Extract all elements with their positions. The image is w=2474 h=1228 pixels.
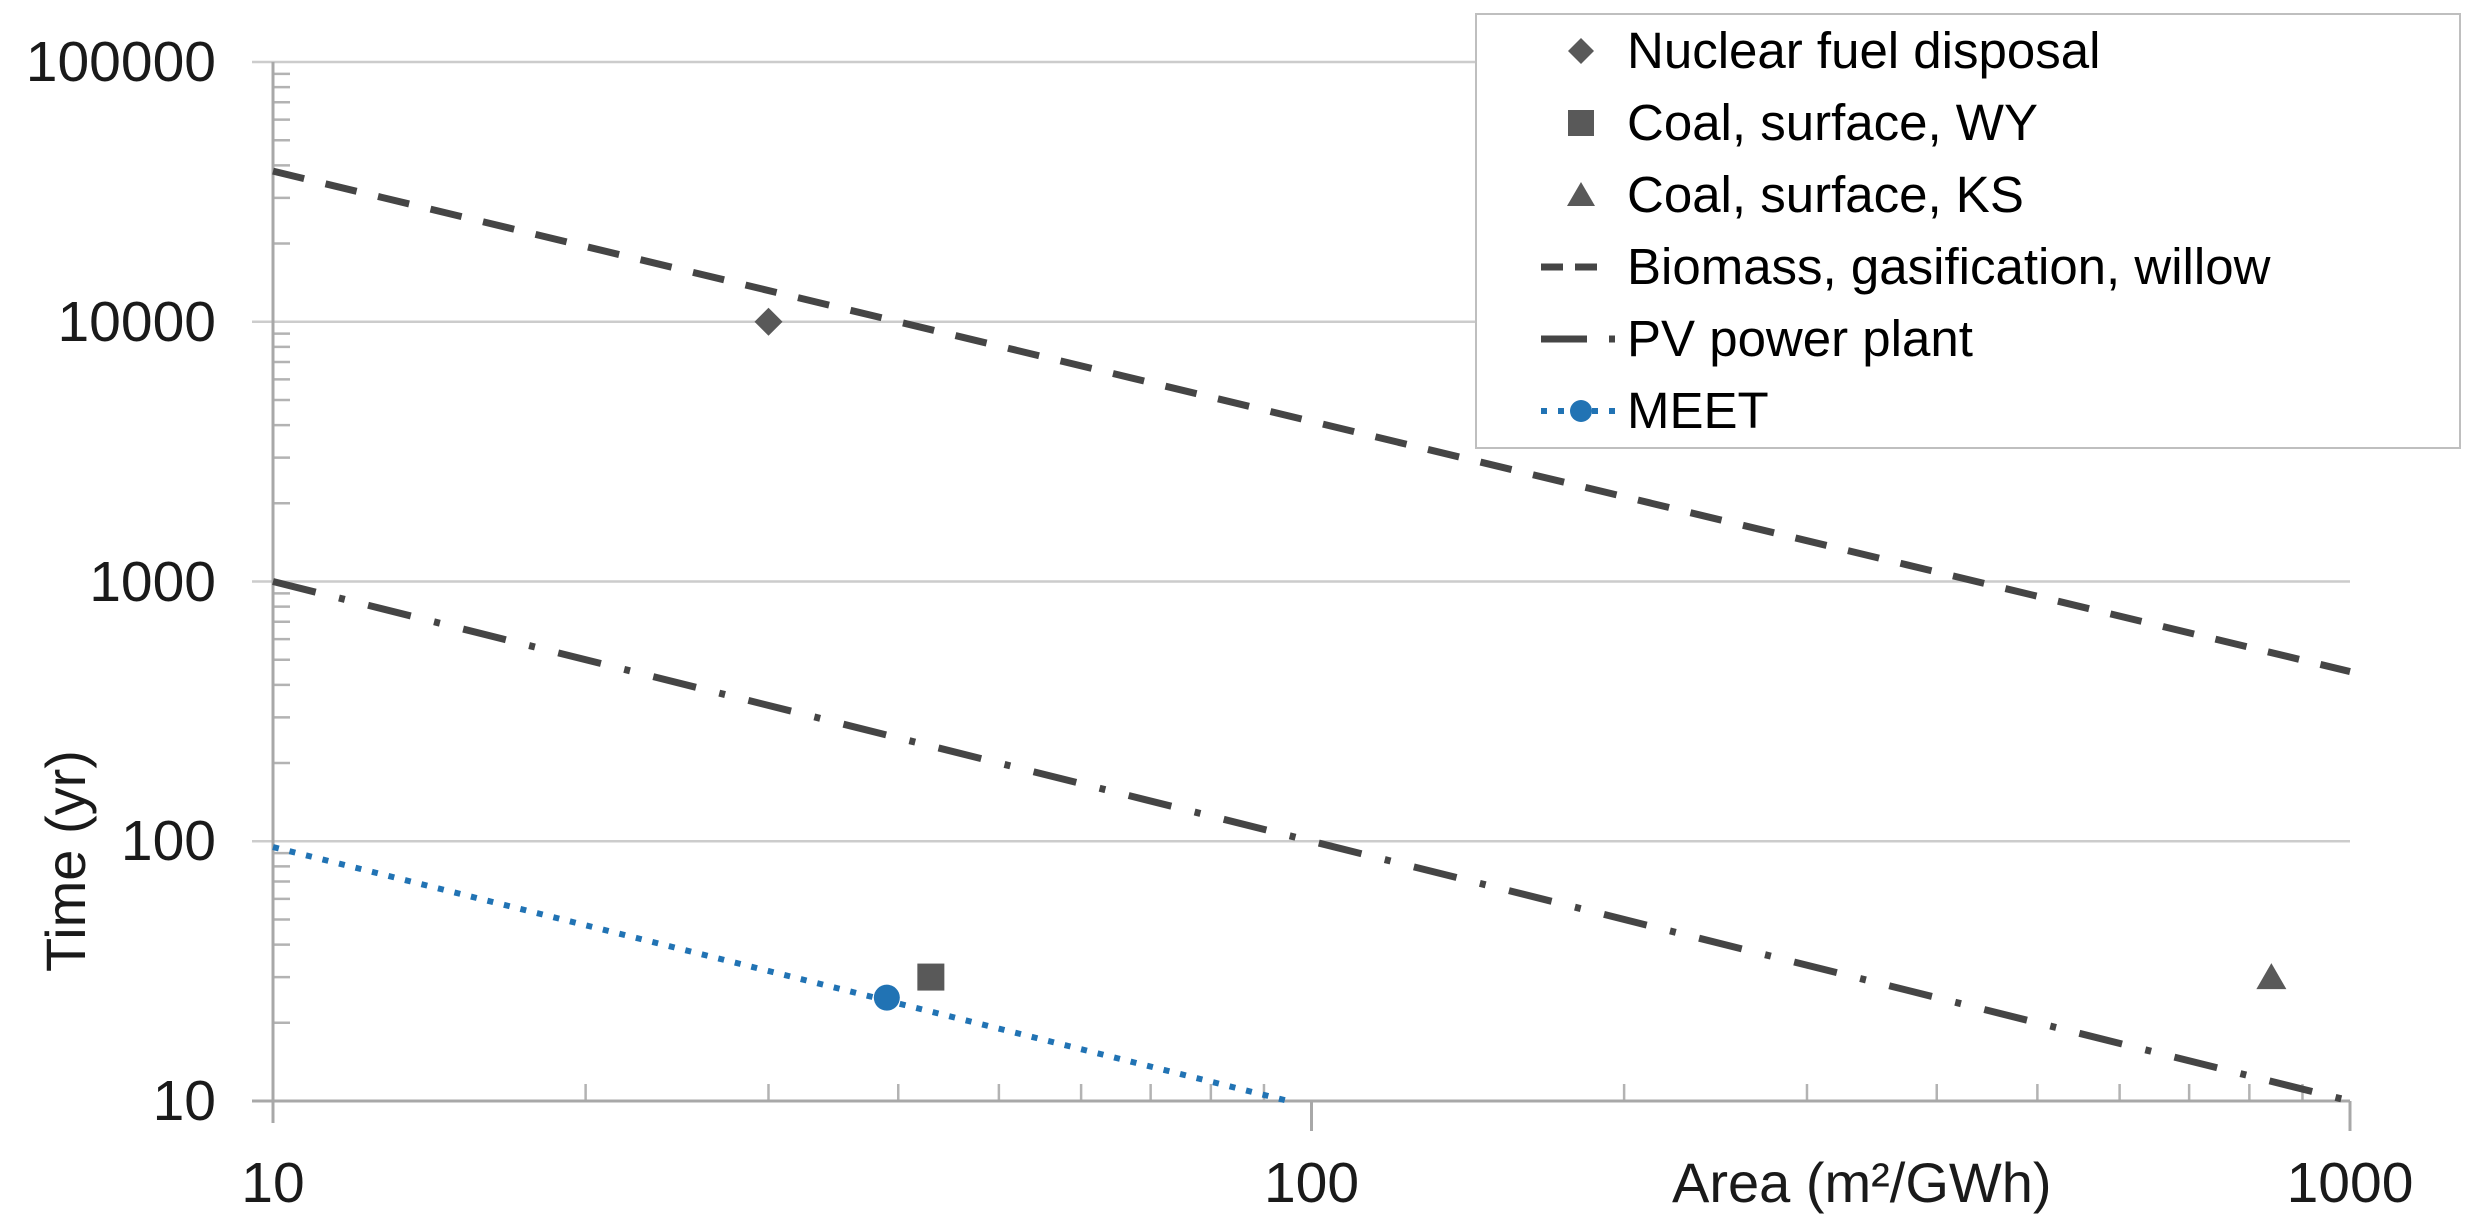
y-axis-tick-label: 100	[120, 809, 216, 874]
x-axis-tick-label: 1000	[2286, 1151, 2414, 1215]
x-axis-tick-label: 10	[241, 1151, 305, 1215]
legend-label: MEET	[1627, 382, 1769, 439]
legend-label: PV power plant	[1627, 310, 1973, 367]
y-axis-tick-label: 100000	[25, 30, 216, 94]
y-axis-tick-label: 10000	[57, 289, 216, 354]
square-marker-icon	[1568, 110, 1594, 136]
x-axis-title: Area (m²/GWh)	[1672, 1151, 2052, 1214]
dotted-line-circle-icon	[1541, 400, 1621, 422]
legend-item: Biomass, gasification, willow	[1477, 231, 2459, 303]
x-axis-tick-label: 100	[1263, 1151, 1360, 1215]
legend-label: Coal, surface, KS	[1627, 166, 2024, 223]
legend-item: Coal, surface, KS	[1477, 159, 2459, 231]
legend-item: PV power plant	[1477, 303, 2459, 375]
diamond-marker-icon	[1568, 38, 1594, 64]
legend-label: Biomass, gasification, willow	[1627, 238, 2271, 295]
legend-item: Coal, surface, WY	[1477, 87, 2459, 159]
dash-dot-line-icon	[1541, 335, 1621, 343]
legend-label: Coal, surface, WY	[1627, 94, 2038, 151]
dashed-line-icon	[1541, 263, 1603, 271]
legend-label: Nuclear fuel disposal	[1627, 22, 2101, 79]
legend-item: Nuclear fuel disposal	[1477, 15, 2459, 87]
triangle-marker-icon	[1567, 182, 1595, 206]
y-axis-title: Time (yr)	[34, 750, 97, 972]
legend: Nuclear fuel disposal Coal, surface, WY …	[1475, 13, 2461, 449]
y-axis-tick-label: 10	[152, 1069, 216, 1133]
y-axis-tick-label: 1000	[89, 549, 216, 614]
legend-item: MEET	[1477, 375, 2459, 447]
